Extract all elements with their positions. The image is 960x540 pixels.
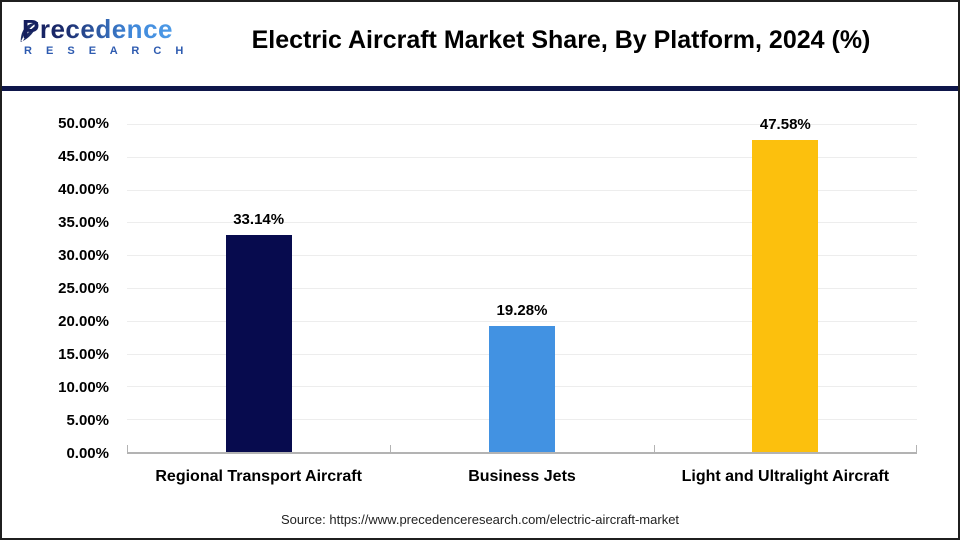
y-axis-tick-label: 10.00% [58, 379, 109, 396]
h-gridline [127, 320, 917, 322]
h-gridline [127, 222, 917, 224]
logo-subtitle: R E S E A R C H [24, 45, 189, 57]
y-axis-tick-label: 50.00% [58, 115, 109, 132]
h-gridline [127, 156, 917, 158]
x-axis-tick [916, 445, 917, 452]
logo-wordmark: Precedence [22, 14, 173, 44]
x-axis-label-business-jets: Business Jets [468, 468, 576, 485]
bar-regional-transport-aircraft [225, 234, 292, 452]
bar-value-label: 33.14% [233, 210, 285, 228]
bar-business-jets [488, 325, 555, 452]
x-axis-label-regional-transport-aircraft: Regional Transport Aircraft [155, 468, 362, 485]
source-text: Source: https://www.precedenceresearch.c… [280, 512, 680, 527]
x-axis-label-light-and-ultralight-aircraft: Light and Ultralight Aircraft [681, 468, 890, 485]
y-axis-tick-label: 35.00% [58, 214, 109, 231]
precedence-research-logo: Precedence R E S E A R C H [20, 15, 195, 69]
h-gridline [127, 255, 917, 257]
h-gridline [127, 124, 917, 125]
x-axis-labels: Regional Transport Aircraft Business Jets… [127, 465, 917, 491]
y-axis-tick-label: 30.00% [58, 247, 109, 264]
y-axis-tick-label: 20.00% [58, 313, 109, 330]
y-axis-tick-label: 0.00% [66, 445, 109, 462]
y-axis-tick-label: 15.00% [58, 346, 109, 363]
x-axis-tick [390, 445, 392, 452]
y-axis: 0.00% 5.00% 10.00% 15.00% 20.00% 25.00% 30.00%… [2, 115, 109, 462]
y-axis-tick-label: 40.00% [58, 181, 109, 198]
h-gridline [127, 189, 917, 191]
x-axis-tick [127, 445, 128, 452]
bar-column-regional-transport-aircraft: 33.14% [127, 124, 390, 452]
y-axis-tick-label: 45.00% [58, 148, 109, 165]
y-axis-tick-label: 25.00% [58, 280, 109, 297]
h-gridline [127, 288, 917, 289]
bar-value-label: 47.58% [759, 115, 811, 133]
leaf-icon [19, 21, 39, 48]
bar-light-and-ultralight-aircraft [752, 139, 819, 452]
y-axis-tick-label: 5.00% [66, 412, 109, 429]
bar-value-label: 19.28% [496, 301, 548, 319]
header-divider [2, 86, 958, 91]
plot-area: 33.14% 19.28% 47.58% [127, 116, 917, 454]
page-title: Electric Aircraft Market Share, By Platf… [251, 26, 871, 54]
bar-column-business-jets: 19.28% [390, 124, 653, 452]
x-axis-tick [653, 445, 655, 452]
bar-column-light-and-ultralight-aircraft: 47.58% [654, 116, 917, 452]
